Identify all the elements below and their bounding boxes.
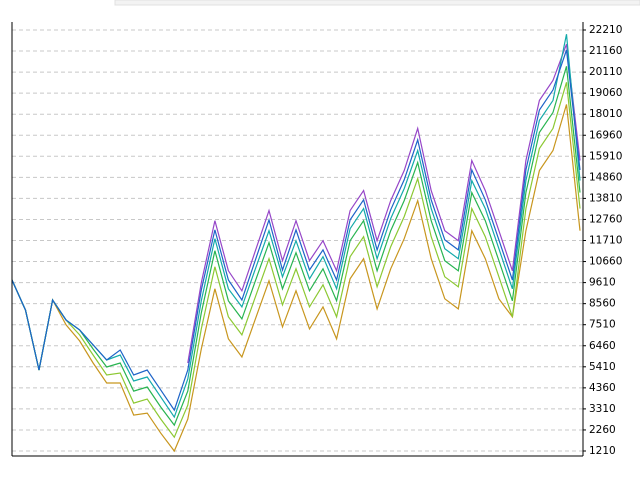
y-tick-label: 16960 xyxy=(589,129,622,141)
y-tick-label: 9610 xyxy=(589,277,616,289)
y-tick-label: 3310 xyxy=(589,403,616,415)
y-tick-labels: 1210 2260 3310 4360 5410 6460 7510 8560 9610 1066… xyxy=(583,24,622,457)
series-line xyxy=(11,82,581,439)
y-tick-label: 18010 xyxy=(589,108,622,120)
y-tick-label: 8560 xyxy=(589,298,616,310)
y-tick-label: 11710 xyxy=(589,235,622,247)
series-line xyxy=(11,34,581,419)
y-tick-label: 19060 xyxy=(589,87,622,99)
series-line xyxy=(11,66,581,427)
series-line xyxy=(11,104,581,453)
y-tick-label: 2260 xyxy=(589,424,616,436)
y-tick-label: 1210 xyxy=(589,445,616,457)
y-tick-label: 7510 xyxy=(589,319,616,331)
y-tick-label: 21160 xyxy=(589,45,622,57)
grid xyxy=(12,29,583,452)
y-tick-label: 4360 xyxy=(589,382,616,394)
y-tick-label: 20110 xyxy=(589,66,622,78)
y-tick-label: 10660 xyxy=(589,256,622,268)
series-line xyxy=(187,43,581,364)
y-tick-label: 6460 xyxy=(589,340,616,352)
y-tick-label: 12760 xyxy=(589,213,622,225)
top-strip xyxy=(114,0,640,6)
y-tick-label: 13810 xyxy=(589,192,622,204)
y-tick-label: 14860 xyxy=(589,171,622,183)
y-tick-label: 15910 xyxy=(589,150,622,162)
series-line xyxy=(11,49,581,412)
y-tick-label: 5410 xyxy=(589,361,616,373)
plot xyxy=(11,34,581,453)
y-tick-label: 22210 xyxy=(589,24,622,36)
